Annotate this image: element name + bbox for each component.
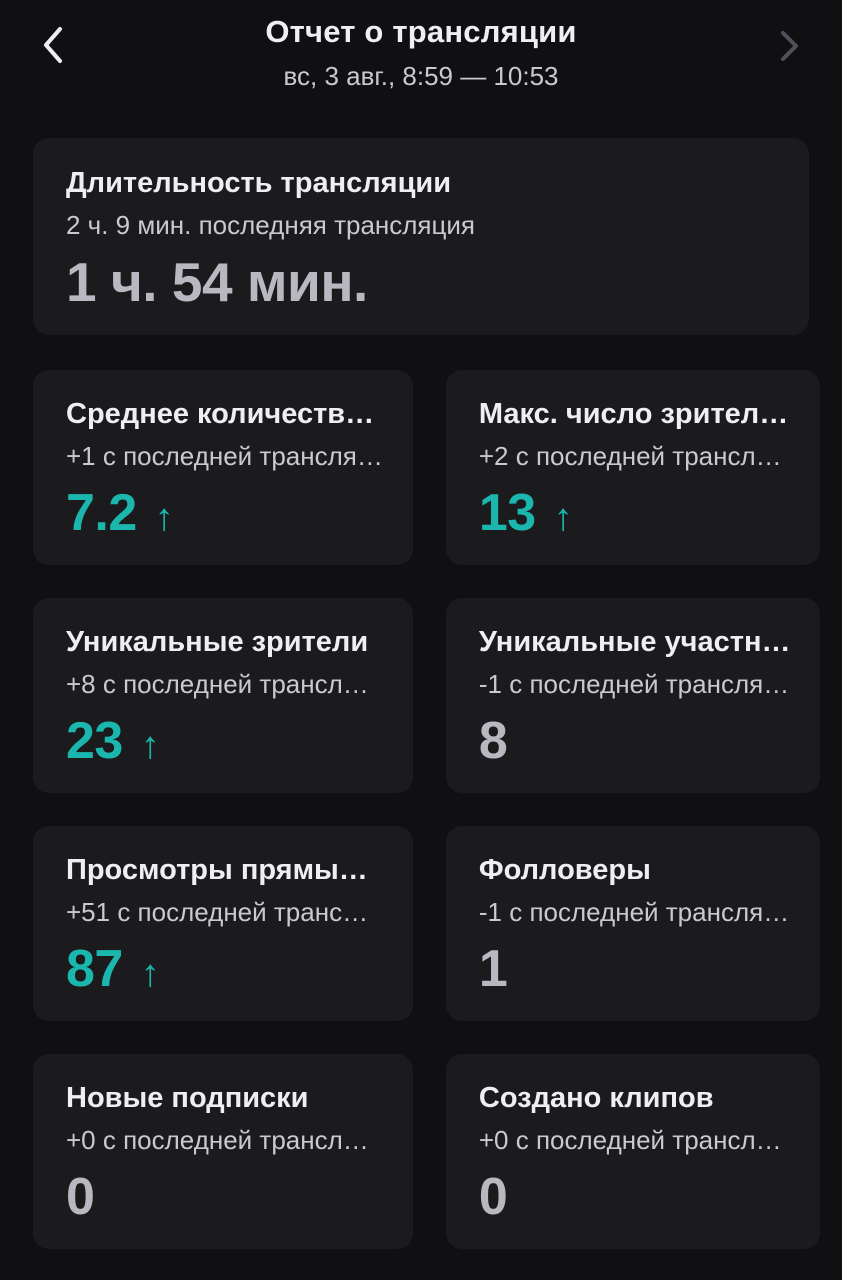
chevron-right-icon <box>780 30 800 62</box>
stat-comparison: -1 с последней трансля… <box>478 897 790 927</box>
trend-up-icon: ↑ <box>154 497 174 539</box>
trend-up-icon: ↑ <box>140 725 160 767</box>
report-header: Отчет о трансляции вс, 3 авг., 8:59 — 10… <box>0 0 842 92</box>
stat-value: 0 <box>478 1168 508 1226</box>
stat-card-unique-viewers: Уникальные зрители +8 с последней трансл… <box>33 598 413 793</box>
stat-card-avg-viewers: Среднее количеств… +1 с последней трансл… <box>33 370 413 565</box>
stat-title: Фолловеры <box>478 854 651 886</box>
stat-value: 1 <box>478 940 508 998</box>
page-title: Отчет о трансляции <box>265 14 577 49</box>
stat-title: Макс. число зрител… <box>478 398 789 430</box>
stat-comparison: +0 с последней трансл… <box>478 1125 782 1155</box>
stat-comparison: +0 с последней трансл… <box>66 1125 369 1155</box>
stat-card-clips-created: Создано клипов +0 с последней трансл… 0 <box>445 1054 821 1249</box>
previous-stream-button[interactable] <box>38 22 68 68</box>
stat-value: 87 <box>66 940 123 998</box>
stream-duration-card: Длительность трансляции 2 ч. 9 мин. посл… <box>33 138 809 335</box>
chevron-left-icon <box>42 26 64 64</box>
trend-up-icon: ↑ <box>553 497 573 539</box>
duration-card-title: Длительность трансляции <box>66 167 452 199</box>
stat-comparison: +8 с последней трансл… <box>66 669 369 699</box>
stat-card-live-views: Просмотры прямы… +51 с последней транс… … <box>33 826 413 1021</box>
stat-title: Просмотры прямы… <box>66 854 368 886</box>
stat-comparison: -1 с последней трансля… <box>478 669 790 699</box>
stat-value: 0 <box>66 1168 95 1226</box>
stat-title: Уникальные участн… <box>478 626 791 658</box>
stat-comparison: +51 с последней транс… <box>66 897 369 927</box>
stat-title: Уникальные зрители <box>66 626 369 658</box>
stat-value: 13 <box>478 484 536 542</box>
stats-grid: Среднее количеств… +1 с последней трансл… <box>33 370 821 1249</box>
stat-title: Среднее количеств… <box>66 398 375 430</box>
stat-comparison: +1 с последней трансля… <box>66 441 383 471</box>
stat-card-unique-chatters: Уникальные участн… -1 с последней трансл… <box>445 598 821 793</box>
stat-title: Новые подписки <box>66 1082 309 1114</box>
stat-card-max-viewers: Макс. число зрител… +2 с последней транс… <box>445 370 821 565</box>
next-stream-button[interactable] <box>776 26 804 66</box>
duration-card-comparison: 2 ч. 9 мин. последняя трансляция <box>66 210 476 240</box>
stat-comparison: +2 с последней трансл… <box>478 441 782 471</box>
stream-date-range: вс, 3 авг., 8:59 — 10:53 <box>283 61 559 91</box>
stat-title: Создано клипов <box>478 1082 714 1114</box>
stat-value: 7.2 <box>66 484 137 542</box>
stat-card-followers: Фолловеры -1 с последней трансля… 1 <box>445 826 821 1021</box>
duration-value: 1 ч. 54 мин. <box>66 251 368 313</box>
stat-value: 23 <box>66 712 123 770</box>
stat-card-new-subscriptions: Новые подписки +0 с последней трансл… 0 <box>33 1054 413 1249</box>
stat-value: 8 <box>478 712 508 770</box>
trend-up-icon: ↑ <box>140 953 160 995</box>
